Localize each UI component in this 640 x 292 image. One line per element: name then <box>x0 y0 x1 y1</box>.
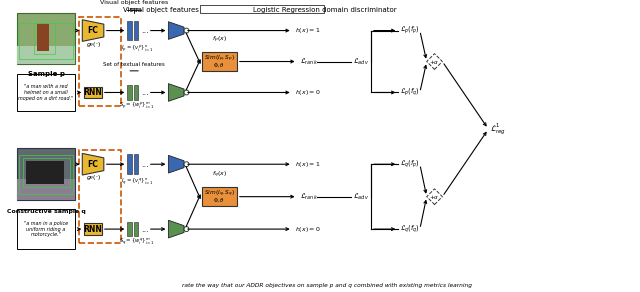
Bar <box>37 23 49 51</box>
Bar <box>17 209 76 249</box>
Text: FC: FC <box>87 160 98 169</box>
Polygon shape <box>168 22 184 39</box>
Text: $\mathcal{L}_p(f_p)$: $\mathcal{L}_p(f_p)$ <box>400 25 420 36</box>
Text: $+\alpha$: $+\alpha$ <box>429 58 440 65</box>
Bar <box>19 23 74 59</box>
Text: $\mathcal{L}_q(f_q)$: $\mathcal{L}_q(f_q)$ <box>400 223 420 235</box>
Text: "a man with a red
helmet on a small
moped on a dirt road.": "a man with a red helmet on a small mope… <box>19 84 74 101</box>
Bar <box>19 155 74 194</box>
Bar <box>26 161 64 184</box>
Bar <box>17 74 76 111</box>
Bar <box>127 222 132 237</box>
Text: $Sim(I_q, S_q)$: $Sim(I_q, S_q)$ <box>204 189 235 199</box>
Polygon shape <box>168 220 184 238</box>
Bar <box>134 222 138 237</box>
Text: $S_q = \{w_i^q\}_{i=1}^m$: $S_q = \{w_i^q\}_{i=1}^m$ <box>119 237 155 247</box>
Text: $\mathcal{L}_{rank}$: $\mathcal{L}_{rank}$ <box>300 192 317 202</box>
Text: $I_q = \{v_i^q\}_{i=1}^n$: $I_q = \{v_i^q\}_{i=1}^n$ <box>121 176 154 187</box>
Bar <box>127 85 132 100</box>
Text: $\mathcal{L}_p(f_q)$: $\mathcal{L}_p(f_q)$ <box>400 87 420 98</box>
Bar <box>84 223 102 235</box>
Bar <box>17 147 76 200</box>
Text: ...: ... <box>141 160 149 169</box>
Text: $h(x) = 0$: $h(x) = 0$ <box>294 88 321 97</box>
Text: $g_\theta(\cdot)$: $g_\theta(\cdot)$ <box>86 40 100 49</box>
Text: $I_p = \{v_i^p\}_{i=1}^n$: $I_p = \{v_i^p\}_{i=1}^n$ <box>121 43 154 54</box>
Text: ...: ... <box>141 225 149 234</box>
Bar <box>84 87 102 98</box>
Bar <box>79 150 122 243</box>
Text: Sample p: Sample p <box>28 71 65 77</box>
Text: $f_p(x)$: $f_p(x)$ <box>212 35 227 45</box>
Text: Visual object features: Visual object features <box>123 7 198 13</box>
Text: $h(x) = 1$: $h(x) = 1$ <box>294 26 320 35</box>
Text: $S_p = \{w_i^p\}_{i=1}^m$: $S_p = \{w_i^p\}_{i=1}^m$ <box>119 100 155 111</box>
FancyArrowPatch shape <box>374 29 394 32</box>
Bar <box>200 5 324 13</box>
Polygon shape <box>427 189 442 204</box>
Text: FC: FC <box>87 26 98 35</box>
FancyArrowPatch shape <box>374 228 394 230</box>
Bar <box>134 21 138 40</box>
Bar <box>79 17 122 106</box>
Text: rate the way that our ADDR objectives on sample p and q combined with existing m: rate the way that our ADDR objectives on… <box>182 283 472 288</box>
Bar <box>202 187 237 206</box>
Text: Logistic Regression domain discriminator: Logistic Regression domain discriminator <box>253 7 397 13</box>
Circle shape <box>184 162 189 167</box>
Polygon shape <box>168 155 184 173</box>
Bar <box>17 13 76 64</box>
Polygon shape <box>427 54 442 69</box>
Polygon shape <box>83 20 104 41</box>
Text: $\Phi,\theta$: $\Phi,\theta$ <box>213 62 225 69</box>
Text: Set of textual features: Set of textual features <box>103 62 165 67</box>
Bar <box>202 52 237 71</box>
Text: $Sim(I_p, S_p)$: $Sim(I_p, S_p)$ <box>204 53 235 64</box>
Bar <box>17 46 76 64</box>
Bar <box>17 179 76 200</box>
Circle shape <box>184 90 189 95</box>
Text: RNN: RNN <box>84 225 102 234</box>
Text: $\mathcal{L}_{adv}$: $\mathcal{L}_{adv}$ <box>353 56 369 67</box>
Text: "a man in a police
uniform riding a
motorcycle.": "a man in a police uniform riding a moto… <box>24 221 68 237</box>
Circle shape <box>184 227 189 232</box>
Text: $h(x) = 0$: $h(x) = 0$ <box>294 225 321 234</box>
Text: $\mathcal{L}_q(f_p)$: $\mathcal{L}_q(f_p)$ <box>400 159 420 170</box>
Bar <box>127 21 132 40</box>
Text: ...: ... <box>141 88 149 97</box>
Bar <box>22 158 70 187</box>
Text: $g_\theta(\cdot)$: $g_\theta(\cdot)$ <box>86 173 100 182</box>
FancyArrowPatch shape <box>374 91 394 94</box>
Text: Visual object features: Visual object features <box>100 0 168 5</box>
Text: $\Phi,\theta$: $\Phi,\theta$ <box>213 197 225 204</box>
Bar <box>134 154 138 174</box>
Text: $\mathcal{L}_{rank}$: $\mathcal{L}_{rank}$ <box>300 56 317 67</box>
Text: $f_q(x)$: $f_q(x)$ <box>212 170 227 180</box>
Bar <box>127 154 132 174</box>
Bar <box>35 23 55 54</box>
Text: $\mathcal{L}_{adv}$: $\mathcal{L}_{adv}$ <box>353 192 369 202</box>
Text: RNN: RNN <box>84 88 102 97</box>
Circle shape <box>184 28 189 33</box>
Text: ...: ... <box>141 26 149 35</box>
Text: $+\alpha$: $+\alpha$ <box>429 193 440 201</box>
Polygon shape <box>168 84 184 101</box>
Text: Constructive sample q: Constructive sample q <box>6 209 86 214</box>
Polygon shape <box>83 153 104 175</box>
Bar <box>134 85 138 100</box>
Text: $h(x) = 1$: $h(x) = 1$ <box>294 160 320 169</box>
Text: $\mathcal{L}_{reg}^1$: $\mathcal{L}_{reg}^1$ <box>490 121 506 137</box>
FancyArrowPatch shape <box>374 163 394 166</box>
